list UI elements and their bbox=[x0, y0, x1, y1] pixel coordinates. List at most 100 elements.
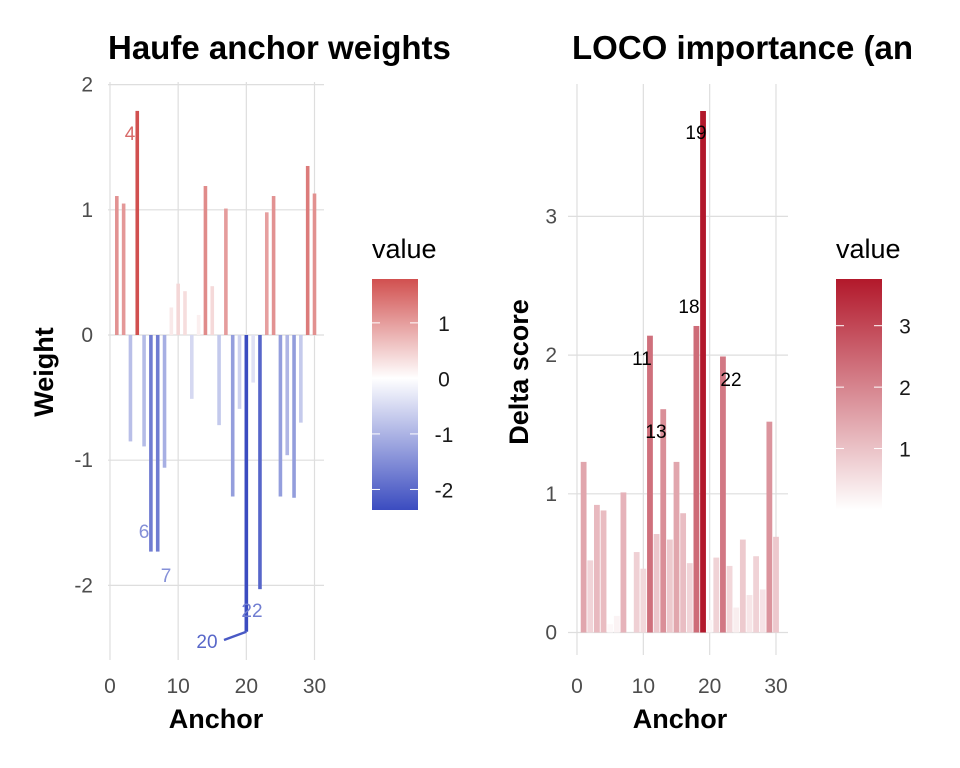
x-axis-title-left: Anchor bbox=[169, 704, 264, 734]
bar-anchor-27 bbox=[292, 335, 296, 498]
bar-anchor-15 bbox=[210, 286, 215, 335]
bar-anchor-2 bbox=[121, 203, 126, 335]
x-axis-title-right: Anchor bbox=[633, 704, 728, 734]
bar-anchor-6 bbox=[149, 335, 153, 552]
legend-tick-label: 3 bbox=[899, 316, 911, 339]
bar-anchor-5 bbox=[607, 624, 614, 633]
legend-ticks-right: 3 2 1 bbox=[836, 316, 911, 462]
y-ticks-left: -2 -1 0 1 2 bbox=[74, 74, 93, 598]
bar-anchor-15 bbox=[673, 461, 680, 633]
y-tick-label: 0 bbox=[81, 324, 93, 347]
bars-left bbox=[115, 110, 317, 632]
bar-anchor-14 bbox=[666, 539, 673, 633]
colorbar-right bbox=[836, 279, 882, 510]
x-tick-label: 20 bbox=[235, 675, 258, 698]
bar-anchor-7 bbox=[620, 492, 627, 633]
bar-anchor-3 bbox=[594, 504, 600, 633]
bar-anchor-29 bbox=[305, 165, 310, 335]
legend-tick-label: 0 bbox=[438, 368, 450, 391]
bar-anchor-4 bbox=[600, 510, 607, 633]
y-tick-label: 3 bbox=[545, 205, 557, 228]
bar-anchor-12 bbox=[190, 335, 194, 399]
x-tick-label: 10 bbox=[632, 675, 655, 698]
bar-anchor-11 bbox=[183, 291, 187, 335]
bar-label-11: 11 bbox=[632, 349, 652, 370]
bar-anchor-19 bbox=[700, 110, 706, 633]
bar-anchor-29 bbox=[766, 421, 773, 633]
bar-anchor-9 bbox=[633, 552, 640, 633]
colorbar-left bbox=[372, 279, 418, 510]
bar-anchor-1 bbox=[115, 196, 119, 335]
bar-label-6: 6 bbox=[139, 522, 150, 543]
bar-labels-right: 19 18 11 22 13 bbox=[632, 123, 741, 443]
legend-right: value 3 2 1 bbox=[836, 234, 911, 510]
bar-anchor-22 bbox=[258, 335, 262, 590]
y-tick-label: 1 bbox=[81, 199, 93, 222]
bar-anchor-25 bbox=[739, 539, 746, 633]
y-tick-label: 0 bbox=[545, 622, 557, 645]
legend-tick-label: 1 bbox=[899, 439, 911, 462]
label-connector-20 bbox=[223, 630, 247, 642]
bar-anchor-18 bbox=[693, 325, 700, 633]
bar-anchor-13 bbox=[196, 314, 201, 335]
bar-anchor-20 bbox=[706, 620, 713, 633]
bar-anchor-11 bbox=[647, 335, 653, 633]
legend-ticks-left: 1 0 -1 -2 bbox=[372, 313, 454, 502]
bar-anchor-13 bbox=[660, 409, 667, 633]
x-tick-label: 30 bbox=[764, 675, 787, 698]
x-tick-label: 0 bbox=[571, 675, 583, 698]
bar-label-22: 22 bbox=[241, 601, 262, 622]
bar-anchor-23 bbox=[264, 212, 269, 335]
bar-anchor-6 bbox=[613, 615, 620, 633]
bar-anchor-21 bbox=[713, 557, 720, 633]
bar-label-4: 4 bbox=[125, 124, 136, 145]
bar-anchor-18 bbox=[230, 335, 235, 497]
grid-left bbox=[108, 82, 324, 660]
x-tick-label: 30 bbox=[303, 675, 326, 698]
x-tick-label: 0 bbox=[104, 675, 116, 698]
y-ticks-right: 0 1 2 3 bbox=[545, 205, 557, 644]
bar-anchor-7 bbox=[155, 335, 160, 552]
bar-anchor-17 bbox=[224, 208, 228, 335]
x-ticks-left: 0 10 20 30 bbox=[104, 675, 326, 698]
legend-left: value 1 0 -1 -2 bbox=[372, 234, 453, 510]
legend-title-left: value bbox=[372, 234, 437, 264]
y-tick-label: -2 bbox=[74, 574, 93, 597]
bar-anchor-24 bbox=[733, 607, 740, 633]
bar-anchor-21 bbox=[251, 335, 255, 383]
legend-title-right: value bbox=[836, 234, 901, 264]
bar-anchor-5 bbox=[142, 335, 146, 447]
bar-anchor-2 bbox=[587, 560, 594, 633]
bar-label-18: 18 bbox=[678, 297, 699, 318]
bar-label-7: 7 bbox=[161, 566, 172, 587]
bar-anchor-12 bbox=[653, 534, 660, 633]
bar-anchor-3 bbox=[128, 335, 133, 442]
x-tick-label: 20 bbox=[698, 675, 721, 698]
bar-anchor-28 bbox=[759, 589, 766, 633]
bar-labels-left: 4 6 7 20 22 bbox=[125, 124, 263, 653]
y-tick-label: 2 bbox=[81, 74, 93, 97]
bar-anchor-9 bbox=[169, 307, 174, 335]
bar-anchor-8 bbox=[162, 335, 167, 468]
x-tick-label: 10 bbox=[166, 675, 189, 698]
bar-anchor-10 bbox=[640, 568, 647, 633]
bar-anchor-10 bbox=[176, 283, 180, 335]
y-tick-label: -1 bbox=[74, 449, 93, 472]
legend-tick-label: 1 bbox=[438, 313, 450, 336]
bar-anchor-30 bbox=[773, 536, 779, 633]
chart-title-left: Haufe anchor weights bbox=[108, 29, 451, 66]
y-axis-title-left: Weight bbox=[29, 327, 59, 417]
bar-anchor-26 bbox=[285, 335, 290, 456]
bar-anchor-30 bbox=[312, 193, 317, 335]
bar-anchor-1 bbox=[580, 461, 587, 633]
legend-tick-label: -2 bbox=[435, 479, 454, 502]
y-axis-title-right: Delta score bbox=[504, 299, 534, 445]
y-tick-label: 1 bbox=[545, 483, 557, 506]
bar-anchor-4 bbox=[135, 110, 140, 335]
bar-anchor-16 bbox=[217, 335, 221, 426]
x-ticks-right: 0 10 20 30 bbox=[571, 675, 788, 698]
bar-anchor-26 bbox=[746, 595, 753, 633]
